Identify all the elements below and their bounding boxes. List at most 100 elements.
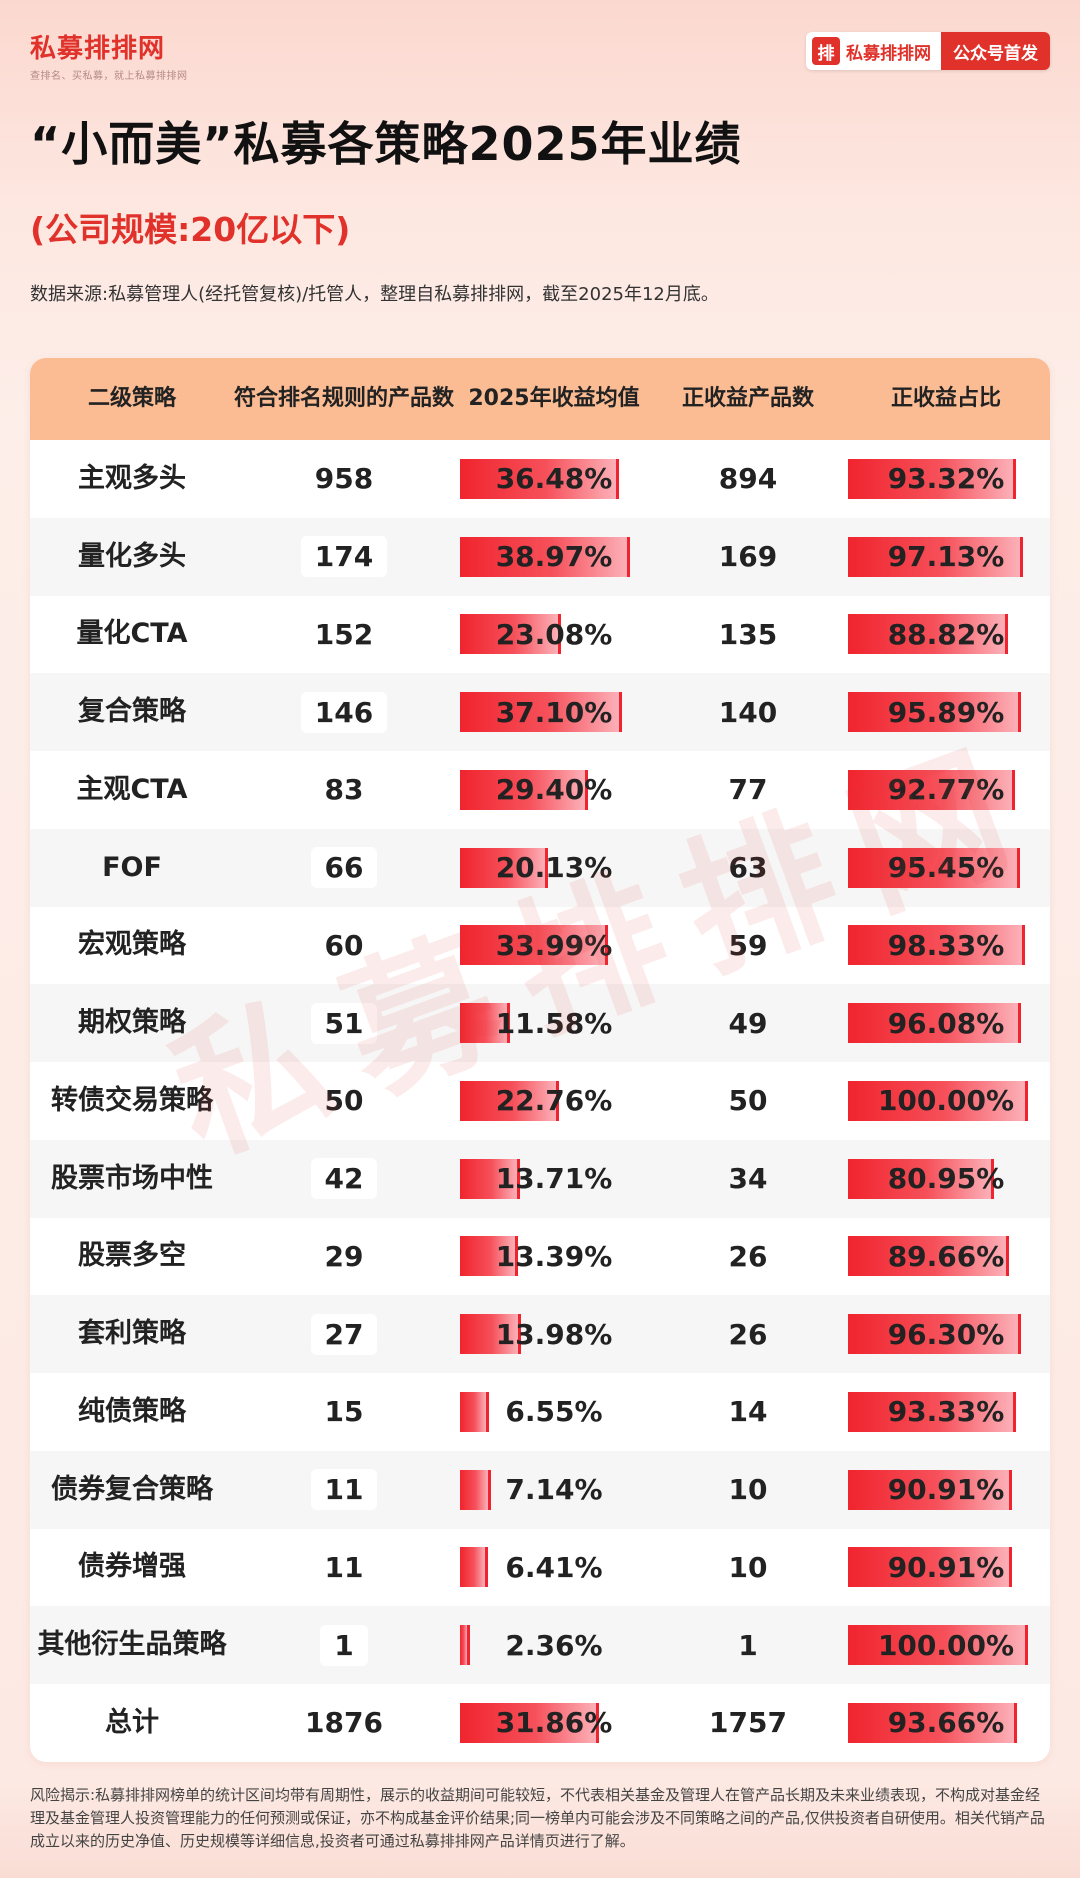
avg-return-cell: 11.58%	[454, 984, 654, 1062]
product-count-cell: 29	[234, 1218, 454, 1296]
positive-ratio-cell: 93.66%	[842, 1684, 1050, 1762]
positive-ratio-value: 93.32%	[887, 462, 1005, 496]
strategy-name: 量化多头	[78, 540, 186, 572]
product-count: 50	[310, 1080, 378, 1122]
product-count: 11	[310, 1469, 378, 1511]
positive-ratio-value: 96.30%	[887, 1317, 1005, 1351]
avg-return-cell: 2.36%	[454, 1606, 654, 1684]
positive-ratio-value: 100.00%	[877, 1084, 1015, 1118]
positive-count: 1	[738, 1628, 758, 1662]
logo-slogan: 查排名、买私募，就上私募排排网	[30, 71, 188, 82]
positive-ratio-bar	[848, 769, 1015, 810]
avg-return-cell: 13.39%	[454, 1218, 654, 1296]
avg-return-cell: 37.10%	[454, 673, 654, 751]
table-row: 总计 1876 31.86% 1757 93.66%	[30, 1684, 1050, 1762]
strategy-name: 主观CTA	[76, 773, 188, 805]
header-count-line: 符合排名规则	[234, 386, 367, 411]
data-source: 数据来源:私募管理人(经托管复核)/托管人，整理自私募排排网，截至2025年12…	[30, 284, 719, 305]
avg-return-bar	[460, 925, 609, 966]
positive-ratio-value: 100.00%	[877, 1628, 1015, 1662]
product-count-cell: 15	[234, 1373, 454, 1451]
positive-ratio-bar	[848, 1391, 1016, 1432]
positive-ratio-cell: 90.91%	[842, 1529, 1050, 1607]
positive-ratio-cell: 96.08%	[842, 984, 1050, 1062]
avg-return-cell: 33.99%	[454, 907, 654, 985]
product-count: 51	[310, 1002, 378, 1044]
avg-return-value: 2.36%	[505, 1628, 603, 1662]
avg-return-value: 36.48%	[495, 462, 613, 496]
avg-return-bar	[460, 1469, 492, 1510]
product-count-cell: 66	[234, 829, 454, 907]
product-count-cell: 50	[234, 1062, 454, 1140]
table-row: 主观多头 958 36.48% 894 93.32%	[30, 440, 1050, 518]
table-row: 债券增强 11 6.41% 10 90.91%	[30, 1529, 1050, 1607]
table-row: 纯债策略 15 6.55% 14 93.33%	[30, 1373, 1050, 1451]
product-count-cell: 51	[234, 984, 454, 1062]
avg-return-bar	[460, 1314, 521, 1355]
positive-count: 894	[718, 462, 778, 496]
avg-return-bar	[460, 458, 619, 499]
product-count: 11	[310, 1546, 378, 1588]
positive-ratio-value: 96.08%	[887, 1006, 1005, 1040]
avg-return-value: 6.55%	[505, 1395, 603, 1429]
avg-return-cell: 13.98%	[454, 1295, 654, 1373]
avg-return-bar	[460, 769, 589, 810]
positive-ratio-cell: 93.32%	[842, 440, 1050, 518]
positive-ratio-bar	[848, 1547, 1012, 1588]
positive-count: 10	[728, 1473, 768, 1507]
avg-return-value: 11.58%	[495, 1006, 613, 1040]
avg-return-value: 20.13%	[495, 851, 613, 885]
brand-mark-icon: 排	[812, 37, 840, 65]
product-count: 152	[300, 613, 388, 655]
brand-block: 排 私募排排网	[806, 32, 941, 70]
strategy-table: 二级策略 符合排名规则 的产品数 2025年收益均值 正收益产品数 正收益占比 主…	[30, 358, 1050, 1762]
avg-return-value: 7.14%	[505, 1473, 603, 1507]
header-count: 符合排名规则 的产品数	[234, 358, 454, 440]
positive-ratio-value: 90.91%	[887, 1473, 1005, 1507]
strategy-name: 债券复合策略	[51, 1473, 213, 1505]
positive-ratio-cell: 100.00%	[842, 1062, 1050, 1140]
positive-count: 140	[718, 695, 778, 729]
positive-ratio-value: 97.13%	[887, 540, 1005, 574]
product-count: 60	[310, 924, 378, 966]
positive-ratio-bar	[848, 925, 1025, 966]
table-header: 二级策略 符合排名规则 的产品数 2025年收益均值 正收益产品数 正收益占比	[30, 358, 1050, 440]
positive-ratio-cell: 80.95%	[842, 1140, 1050, 1218]
positive-ratio-bar	[848, 1314, 1022, 1355]
product-count-cell: 11	[234, 1451, 454, 1529]
positive-count: 135	[718, 617, 778, 651]
avg-return-value: 13.39%	[495, 1239, 613, 1273]
top-bar: 私募排排网 查排名、买私募，就上私募排排网 排 私募排排网 公众号首发	[0, 0, 1080, 90]
logo-name: 私募排排网	[30, 34, 166, 64]
table-row: 宏观策略 60 33.99% 59 98.33%	[30, 907, 1050, 985]
positive-ratio-bar	[848, 692, 1021, 733]
positive-ratio-cell: 92.77%	[842, 751, 1050, 829]
positive-ratio-cell: 100.00%	[842, 1606, 1050, 1684]
table-row: 股票市场中性 42 13.71% 34 80.95%	[30, 1139, 1050, 1218]
wechat-badge[interactable]: 排 私募排排网 公众号首发	[806, 32, 1050, 70]
header-avg-return: 2025年收益均值	[468, 386, 640, 411]
table-row: 复合策略 146 37.10% 140 95.89%	[30, 673, 1050, 751]
avg-return-bar	[460, 1391, 489, 1432]
strategy-name: 其他衍生品策略	[37, 1629, 227, 1661]
table-row: 套利策略 27 13.98% 26 96.30%	[30, 1295, 1050, 1373]
avg-return-cell: 7.14%	[454, 1451, 654, 1529]
positive-ratio-value: 98.33%	[887, 928, 1005, 962]
strategy-name: FOF	[102, 851, 162, 883]
positive-count: 26	[728, 1317, 768, 1351]
positive-count: 34	[728, 1162, 768, 1196]
product-count-cell: 174	[234, 518, 454, 596]
product-count: 146	[300, 691, 388, 733]
page-title: “小而美”私募各策略2025年业绩	[30, 117, 742, 171]
product-count: 1876	[291, 1702, 397, 1744]
product-count-cell: 42	[234, 1140, 454, 1218]
avg-return-bar	[460, 1003, 511, 1044]
avg-return-bar	[460, 614, 561, 655]
positive-ratio-cell: 97.13%	[842, 518, 1050, 596]
product-count-cell: 27	[234, 1295, 454, 1373]
positive-ratio-bar	[848, 614, 1008, 655]
logo[interactable]: 私募排排网 查排名、买私募，就上私募排排网	[30, 28, 188, 82]
positive-count: 10	[728, 1550, 768, 1584]
product-count-cell: 1876	[234, 1684, 454, 1762]
product-count: 83	[310, 769, 378, 811]
